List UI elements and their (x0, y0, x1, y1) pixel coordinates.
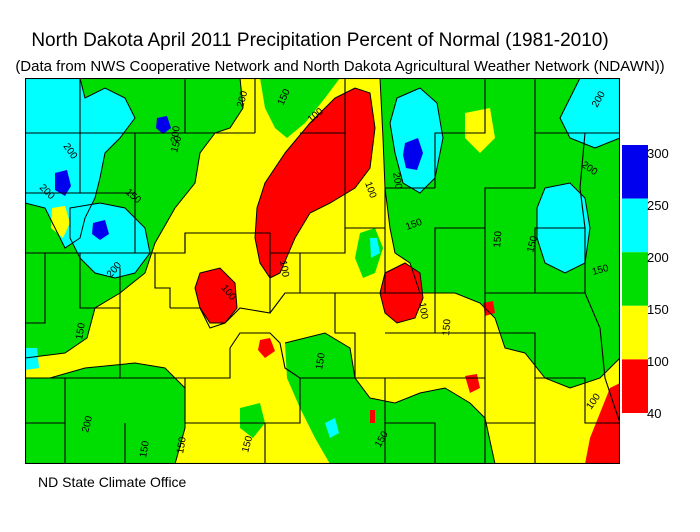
band-200-250-small-3 (25, 348, 39, 370)
legend-band-200-250 (622, 198, 648, 253)
contour-label: 150 (169, 134, 184, 153)
legend-label: 40 (647, 406, 662, 421)
band-200-250-small-1 (370, 238, 380, 258)
legend-label: 250 (647, 198, 669, 213)
legend-label: 200 (647, 250, 669, 265)
legend-band-40-100 (622, 359, 648, 413)
map-title: North Dakota April 2011 Precipitation Pe… (31, 30, 609, 51)
band-250-300-spot-2 (156, 116, 171, 134)
band-200-250-northeast (560, 78, 620, 148)
legend-label: 150 (647, 302, 669, 317)
band-40-100-small-2 (465, 374, 480, 393)
band-150-200-north-central (260, 78, 340, 138)
band-200-250-west-pocket (70, 203, 150, 278)
color-legend (622, 145, 648, 413)
band-150-200-small-2 (240, 403, 265, 438)
contour-label: 200 (390, 172, 404, 191)
contour-label: 150 (525, 234, 540, 253)
county-boundaries (25, 78, 620, 464)
band-100-150-island-3 (235, 383, 253, 403)
precipitation-map: 200 150 200 200 100 200 100 150 150 200 … (25, 78, 620, 464)
legend-label: 300 (647, 146, 669, 161)
credit-text: ND State Climate Office (38, 474, 187, 490)
contour-label: 100 (416, 302, 430, 321)
contour-label: 150 (492, 230, 504, 248)
band-200-250-small-2 (325, 418, 339, 438)
contour-label: 150 (138, 440, 152, 459)
band-250-300-spot-4 (92, 220, 109, 240)
legend-band-250-300 (622, 145, 648, 199)
band-40-100-west-central (195, 268, 237, 323)
contour-label: 150 (175, 436, 189, 455)
contour-label: 200 (235, 89, 250, 108)
band-250-300-spot-1 (55, 170, 71, 196)
contour-label: 150 (441, 318, 453, 336)
band-40-100-small-4 (370, 410, 375, 423)
map-subtitle: (Data from NWS Cooperative Network and N… (15, 58, 665, 75)
contour-label: 150 (314, 352, 328, 371)
contour-label: 150 (591, 263, 610, 278)
contour-label: 200 (169, 125, 183, 144)
contour-label: 150 (240, 434, 255, 453)
contour-label: 100 (277, 260, 291, 279)
contour-label: 200 (80, 414, 95, 433)
band-250-300-spot-3 (403, 138, 423, 170)
band-40-100-small-1 (258, 338, 275, 358)
band-100-150-island-2 (465, 108, 495, 153)
band-40-100-small-3 (483, 301, 495, 316)
contour-label: 150 (74, 322, 88, 341)
legend-label: 100 (647, 354, 669, 369)
legend-band-150-200 (622, 252, 648, 306)
legend-band-100-150 (622, 305, 648, 360)
